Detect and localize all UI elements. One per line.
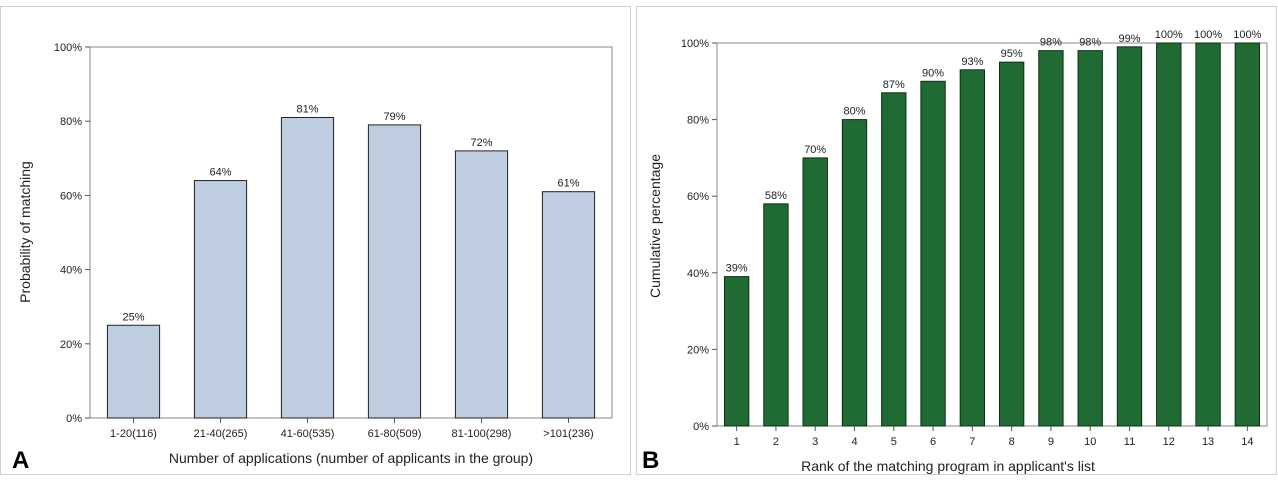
bar-b <box>1038 50 1064 427</box>
x-tick-label-a: 61-80(509) <box>368 428 422 440</box>
data-label-b: 100% <box>1233 29 1261 41</box>
panel-b-xlabel: Rank of the matching program in applican… <box>801 458 1095 474</box>
x-tick-label-b: 13 <box>1202 436 1214 448</box>
y-tick-label-a: 60% <box>60 190 82 202</box>
x-tick-label-a: 41-60(535) <box>281 428 335 440</box>
data-label-b: 87% <box>883 79 905 91</box>
x-tick-label-a: 21-40(265) <box>194 428 248 440</box>
bar-a <box>280 116 335 419</box>
bar-b <box>1234 42 1261 427</box>
bar-b <box>920 80 946 427</box>
x-tick-label-b: 3 <box>812 436 818 448</box>
data-label-b: 100% <box>1155 29 1183 41</box>
x-tick-label-b: 4 <box>851 436 857 448</box>
data-label-b: 100% <box>1194 29 1222 41</box>
x-tick-label-b: 12 <box>1163 436 1175 448</box>
bar-b <box>998 61 1025 427</box>
x-tick-label-b: 11 <box>1124 436 1135 448</box>
y-tick-label-a: 80% <box>60 116 82 128</box>
data-label-b: 95% <box>1001 48 1023 60</box>
y-tick-label-b: 100% <box>681 38 709 50</box>
y-tick-label-b: 80% <box>687 115 709 127</box>
bar-b <box>959 69 986 427</box>
x-tick-label-b: 14 <box>1241 436 1253 448</box>
data-label-b: 39% <box>726 263 748 275</box>
data-label-b: 58% <box>765 190 787 202</box>
panel-a-xlabel: Number of applications (number of applic… <box>169 450 533 466</box>
x-tick-label-b: 2 <box>773 436 779 448</box>
panel-a-ylabel: Probability of matching <box>17 161 33 303</box>
bar-b <box>802 157 828 427</box>
x-tick-label-b: 1 <box>734 436 740 448</box>
data-label-a: 25% <box>122 311 144 323</box>
bar-b <box>723 276 750 427</box>
bar-b <box>881 92 907 427</box>
panel-b-letter: B <box>642 447 659 474</box>
x-tick-label-b: 5 <box>891 436 897 448</box>
bar-b <box>1156 42 1182 427</box>
bar-b <box>1077 50 1103 427</box>
bar-b <box>763 203 789 427</box>
bar-a <box>454 150 509 419</box>
x-tick-label-b: 8 <box>1009 436 1015 448</box>
data-label-a: 72% <box>470 137 492 149</box>
x-tick-label-a: 81-100(298) <box>452 428 512 440</box>
data-label-b: 70% <box>804 144 826 156</box>
plot-area-a <box>89 46 613 419</box>
data-label-b: 90% <box>922 67 944 79</box>
data-label-b: 98% <box>1079 37 1101 49</box>
panel-a-letter: A <box>12 447 29 474</box>
data-label-b: 98% <box>1040 37 1062 49</box>
y-tick-label-b: 40% <box>687 268 709 280</box>
bar-a <box>106 324 161 419</box>
y-tick-label-b: 60% <box>687 191 709 203</box>
x-tick-label-b: 10 <box>1084 436 1096 448</box>
bar-b <box>1116 46 1143 427</box>
x-tick-label-a: >101(236) <box>543 428 593 440</box>
data-label-a: 61% <box>557 178 579 190</box>
data-label-a: 64% <box>209 167 231 179</box>
y-tick-label-a: 0% <box>66 413 82 425</box>
plot-area-b <box>716 42 1268 427</box>
x-tick-label-b: 7 <box>969 436 975 448</box>
bar-b <box>841 119 868 427</box>
y-tick-label-a: 100% <box>54 42 82 54</box>
data-label-a: 79% <box>383 111 405 123</box>
bar-b <box>1195 42 1221 427</box>
data-label-b: 93% <box>961 56 983 68</box>
chart-panel-a: Probability of matching Number of applic… <box>12 42 613 474</box>
y-tick-label-b: 0% <box>693 421 709 433</box>
bar-a <box>541 191 596 419</box>
data-label-b: 80% <box>843 106 865 118</box>
x-tick-label-a: 1-20(116) <box>110 428 157 440</box>
x-tick-label-b: 6 <box>930 436 936 448</box>
y-tick-label-a: 20% <box>60 339 82 351</box>
y-tick-label-a: 40% <box>60 265 82 277</box>
x-tick-label-b: 9 <box>1048 436 1054 448</box>
data-label-a: 81% <box>296 103 318 115</box>
bar-a <box>193 180 248 419</box>
panel-b-ylabel: Cumulative percentage <box>647 154 663 298</box>
chart-panel-b: Cumulative percentage Rank of the matchi… <box>642 29 1268 474</box>
y-tick-label-b: 20% <box>687 344 709 356</box>
data-label-b: 99% <box>1118 33 1140 45</box>
bar-a <box>367 124 422 419</box>
